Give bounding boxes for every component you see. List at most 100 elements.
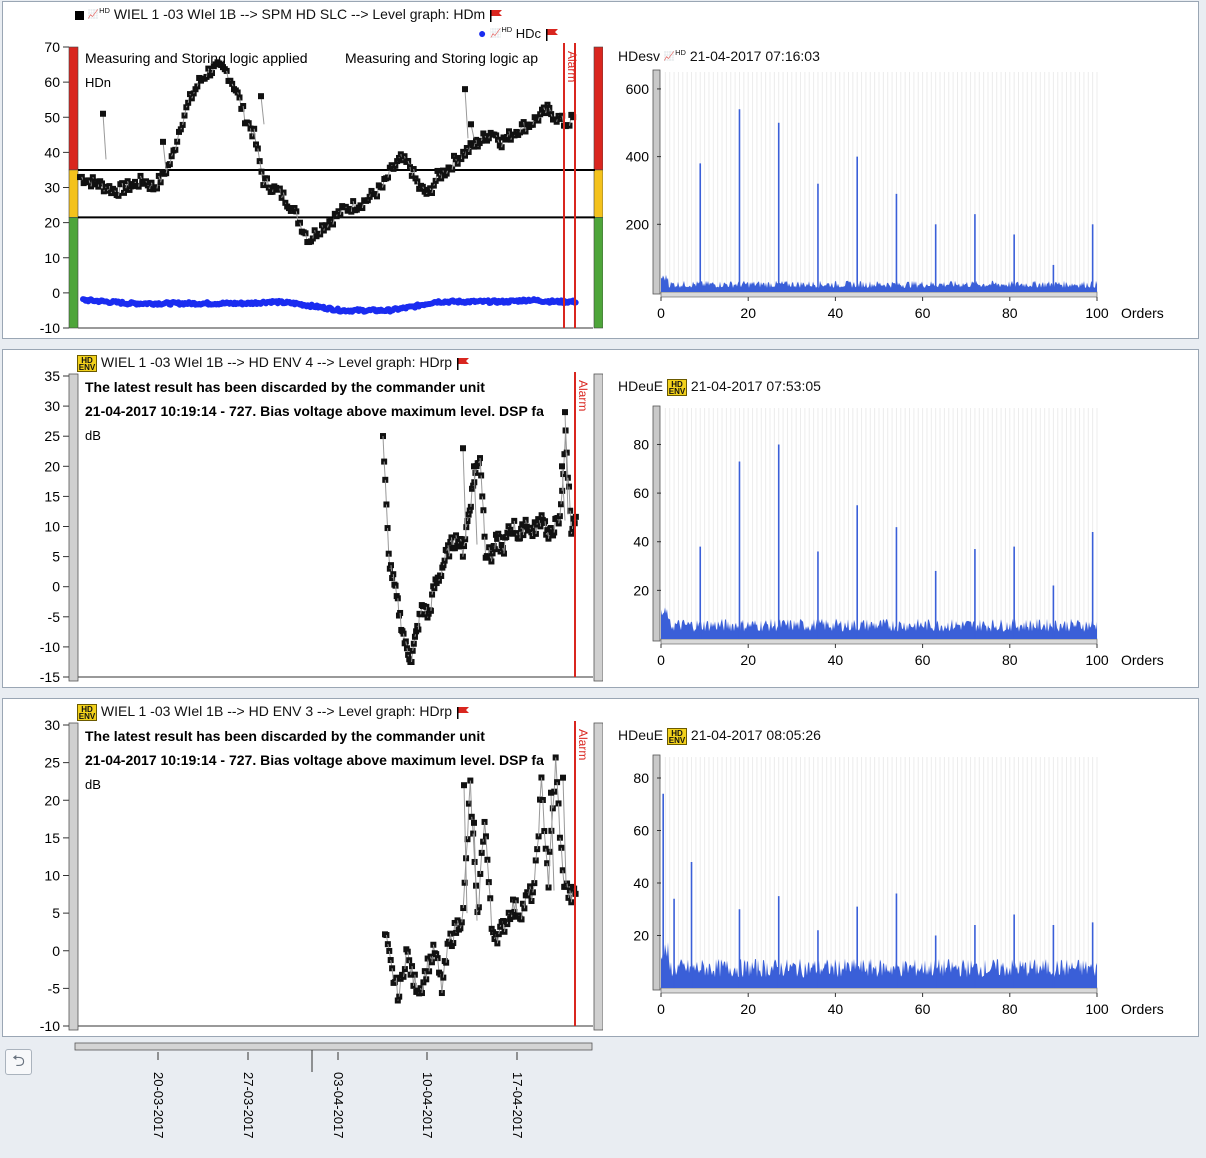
x-tick-label: 60 bbox=[915, 305, 931, 321]
trend-link bbox=[462, 448, 467, 539]
trend-link bbox=[555, 757, 558, 783]
data-point bbox=[387, 957, 394, 964]
x-tick-label: 60 bbox=[915, 652, 931, 668]
trend-link bbox=[463, 785, 468, 914]
ok-band bbox=[68, 217, 79, 329]
data-point bbox=[446, 553, 453, 560]
range-bar bbox=[652, 754, 661, 991]
x-tick-label: 80 bbox=[1002, 305, 1018, 321]
trend-link bbox=[561, 466, 566, 521]
y-tick-label: 40 bbox=[633, 875, 649, 891]
trend-chart[interactable]: -10 0 10 20 30 40 50 60 70 Measuring and Storing … bbox=[3, 2, 603, 340]
data-point bbox=[562, 409, 568, 416]
back-arrow-icon: ⮌ bbox=[12, 1053, 25, 1070]
trend-link bbox=[383, 461, 386, 480]
x-tick-label: 20 bbox=[740, 652, 756, 668]
range-bar bbox=[593, 722, 603, 1031]
data-point bbox=[495, 931, 502, 938]
x-tick-label: 100 bbox=[1085, 305, 1109, 321]
x-tick-label: 20 bbox=[740, 305, 756, 321]
trend-link bbox=[566, 452, 569, 478]
data-point bbox=[100, 110, 106, 117]
hd-env-icon: HD ENV bbox=[77, 703, 97, 721]
trend-chart[interactable]: -10 -5 0 5 10 15 20 25 30 The latest result has b… bbox=[3, 699, 603, 1038]
date-label: 20-03-2017 bbox=[151, 1072, 166, 1139]
y-tick-label: 70 bbox=[44, 39, 60, 55]
data-point bbox=[468, 121, 474, 128]
plot-area bbox=[78, 725, 593, 1026]
trend-link bbox=[384, 479, 387, 505]
data-point bbox=[124, 178, 131, 185]
note-line-1: Measuring and Storing logic applied bbox=[85, 50, 308, 66]
red-flag-icon[interactable] bbox=[545, 28, 559, 42]
y-tick-label: 30 bbox=[44, 717, 60, 733]
data-point bbox=[528, 897, 535, 904]
x-tick-label: 60 bbox=[915, 1001, 931, 1017]
data-point bbox=[543, 531, 550, 538]
noise-floor bbox=[661, 274, 1097, 292]
data-point bbox=[389, 575, 396, 582]
data-point bbox=[467, 777, 474, 784]
data-point bbox=[525, 892, 532, 899]
range-bar bbox=[593, 373, 603, 682]
data-point bbox=[254, 145, 261, 152]
data-point bbox=[496, 534, 503, 541]
red-flag-icon[interactable] bbox=[456, 706, 470, 719]
x-tick-label: 40 bbox=[828, 305, 844, 321]
red-flag-icon[interactable] bbox=[456, 357, 470, 370]
data-point bbox=[457, 535, 464, 542]
data-point bbox=[501, 928, 508, 935]
data-point bbox=[532, 530, 539, 537]
data-point bbox=[205, 65, 212, 72]
data-point bbox=[409, 647, 416, 654]
back-button[interactable]: ⮌ bbox=[5, 1049, 32, 1075]
spectrum-chart[interactable]: 200 400 600 0 20 40 60 80 100 Orders bbox=[603, 2, 1193, 340]
trend-link bbox=[548, 851, 551, 888]
trend-link bbox=[385, 504, 389, 529]
plot-area bbox=[78, 47, 593, 328]
panel-title: HD ENV WIEL 1 -03 WIel 1B --> HD ENV 4 --… bbox=[77, 354, 470, 372]
data-point bbox=[548, 789, 554, 796]
trend-link bbox=[260, 96, 265, 125]
y-tick-label: -5 bbox=[48, 609, 61, 625]
data-point bbox=[518, 525, 525, 532]
trend-link bbox=[472, 833, 476, 862]
data-point bbox=[471, 463, 477, 470]
alarm-band bbox=[68, 46, 79, 171]
x-range-bar bbox=[660, 638, 1098, 645]
alarm-band bbox=[593, 46, 603, 171]
trend-link bbox=[485, 836, 488, 860]
red-flag-icon[interactable] bbox=[489, 9, 503, 22]
data-point bbox=[440, 974, 447, 981]
trend-link bbox=[549, 830, 552, 852]
spectrum-chart[interactable]: 20 40 60 80 0 20 40 60 80 100 Orders bbox=[603, 699, 1193, 1038]
data-point bbox=[441, 557, 448, 564]
date-axis[interactable]: 20-03-2017 27-03-2017 03-04-2017 10-04-2017… bbox=[0, 1038, 600, 1158]
trend-link bbox=[464, 89, 469, 139]
y-tick-label: 400 bbox=[626, 149, 650, 165]
trend-chart[interactable]: -15 -10 -5 0 5 10 15 20 25 30 35 The latest result … bbox=[3, 350, 603, 689]
data-point bbox=[400, 630, 407, 637]
data-point bbox=[405, 651, 412, 658]
legend-hdc: ● 📈HD HDc bbox=[478, 25, 559, 42]
y-tick-label: 15 bbox=[44, 488, 60, 504]
spectrum-chart[interactable]: 20 40 60 80 0 20 40 60 80 100 Orders bbox=[603, 350, 1193, 689]
data-point bbox=[548, 827, 555, 834]
data-point bbox=[547, 525, 554, 532]
chart-hd-icon: 📈HD bbox=[87, 6, 110, 19]
x-axis-label: Orders bbox=[1121, 1001, 1164, 1017]
y-tick-label: 80 bbox=[633, 770, 649, 786]
trend-link bbox=[479, 852, 483, 874]
y-tick-label: 200 bbox=[626, 216, 650, 232]
y-tick-label: -10 bbox=[40, 320, 60, 336]
trend-link bbox=[560, 847, 564, 871]
trend-link bbox=[568, 486, 571, 511]
alarm-label: Alarm bbox=[576, 380, 590, 411]
date-label: 10-04-2017 bbox=[420, 1072, 435, 1139]
panel-hdm: 📈HD WIEL 1 -03 WIel 1B --> SPM HD SLC --… bbox=[2, 1, 1199, 339]
trend-link bbox=[482, 510, 486, 537]
data-point bbox=[247, 125, 254, 132]
alert-band bbox=[68, 169, 79, 218]
y-tick-label: 60 bbox=[633, 823, 649, 839]
y-tick-label: 40 bbox=[44, 144, 60, 160]
